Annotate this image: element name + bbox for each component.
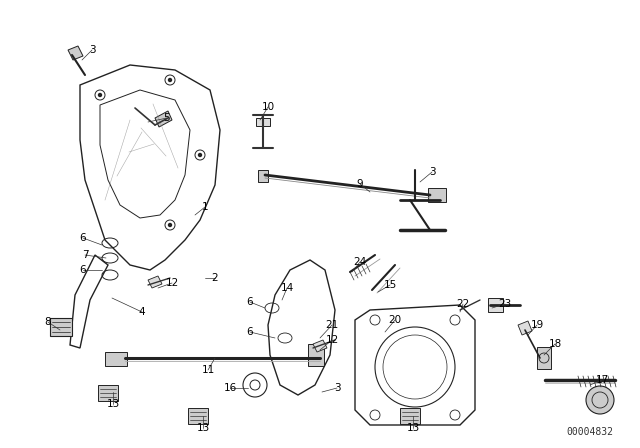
Text: 1: 1 [202,202,208,212]
Text: 6: 6 [246,297,253,307]
Text: 23: 23 [499,299,511,309]
Polygon shape [155,111,172,127]
FancyBboxPatch shape [50,318,72,336]
FancyBboxPatch shape [537,347,551,369]
Text: 8: 8 [45,317,51,327]
Text: 3: 3 [333,383,340,393]
Text: 6: 6 [80,233,86,243]
Text: 21: 21 [325,320,339,330]
Text: 3: 3 [89,45,95,55]
FancyBboxPatch shape [98,385,118,401]
Text: 14: 14 [280,283,294,293]
Text: 20: 20 [388,315,401,325]
Text: 3: 3 [429,167,435,177]
Text: 13: 13 [196,423,210,433]
FancyBboxPatch shape [428,188,446,202]
Text: 17: 17 [595,375,609,385]
Polygon shape [518,321,532,335]
Text: 6: 6 [80,265,86,275]
Text: 22: 22 [456,299,470,309]
Text: 24: 24 [353,257,367,267]
Text: 12: 12 [325,335,339,345]
FancyBboxPatch shape [258,170,268,182]
Polygon shape [68,46,83,60]
Text: 11: 11 [202,365,214,375]
Text: 2: 2 [212,273,218,283]
Text: 7: 7 [82,250,88,260]
FancyBboxPatch shape [488,298,503,312]
Text: 5: 5 [164,113,170,123]
Text: 16: 16 [223,383,237,393]
Circle shape [168,224,172,227]
Text: 13: 13 [106,399,120,409]
Text: 10: 10 [261,102,275,112]
Circle shape [198,154,202,156]
Text: 4: 4 [139,307,145,317]
Text: 9: 9 [356,179,364,189]
FancyBboxPatch shape [105,352,127,366]
Text: 13: 13 [406,423,420,433]
Circle shape [99,94,102,96]
FancyBboxPatch shape [400,408,420,424]
Circle shape [168,78,172,82]
Text: 12: 12 [165,278,179,288]
Polygon shape [148,276,162,288]
Text: 18: 18 [548,339,562,349]
Text: 19: 19 [531,320,543,330]
Text: 15: 15 [383,280,397,290]
FancyBboxPatch shape [188,408,208,424]
Text: 6: 6 [246,327,253,337]
FancyBboxPatch shape [308,344,324,366]
Polygon shape [313,340,327,352]
FancyBboxPatch shape [256,118,270,126]
Text: 00004832: 00004832 [566,427,614,437]
Circle shape [586,386,614,414]
